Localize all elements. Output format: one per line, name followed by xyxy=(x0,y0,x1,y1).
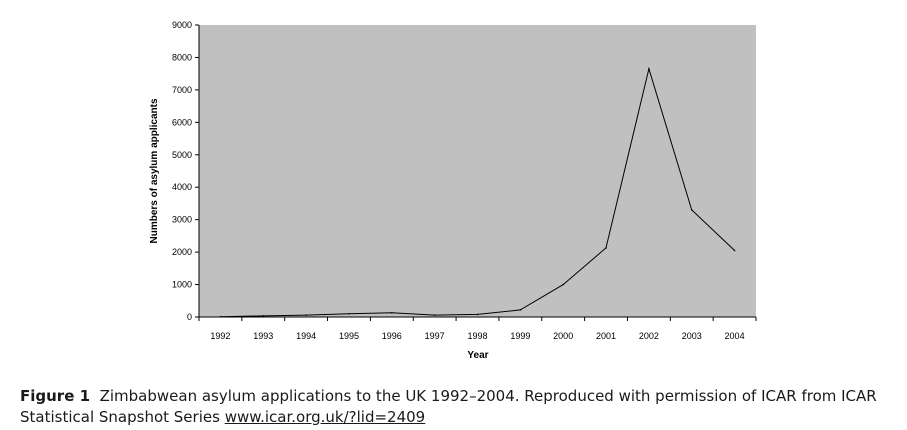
x-tick-label: 2004 xyxy=(725,331,745,341)
data-point xyxy=(733,249,736,252)
x-tick-label: 1997 xyxy=(425,331,445,341)
x-tick-label: 1999 xyxy=(510,331,530,341)
line-chart: 0 1000 2000 3000 4000 5000 6000 7000 8000 9000 19… xyxy=(149,20,757,361)
data-point xyxy=(605,247,607,249)
y-tick-label: 3000 xyxy=(172,215,192,225)
data-point xyxy=(262,315,265,317)
x-tick-label: 2003 xyxy=(682,331,702,341)
y-tick-label: 7000 xyxy=(172,85,192,95)
x-tick-label: 1998 xyxy=(467,331,487,341)
caption-label: Figure 1 xyxy=(20,387,91,405)
y-tick-label: 0 xyxy=(187,312,192,322)
x-tick-label: 2001 xyxy=(596,331,616,341)
y-axis-title: Numbers of asylum applicants xyxy=(149,98,160,243)
data-point xyxy=(219,315,222,318)
data-point xyxy=(391,311,393,314)
y-tick-label: 1000 xyxy=(172,280,192,290)
figure-caption: Figure 1 Zimbabwean asylum applications … xyxy=(20,386,900,428)
data-point xyxy=(519,309,522,311)
y-tick-label: 9000 xyxy=(172,20,192,30)
x-tick-label: 1996 xyxy=(382,331,402,341)
plot-area xyxy=(199,25,756,317)
data-point xyxy=(648,68,650,70)
x-tick-label: 2000 xyxy=(553,331,573,341)
x-tick-label: 1992 xyxy=(210,331,230,341)
x-tick-label: 1993 xyxy=(253,331,273,341)
caption-text: Zimbabwean asylum applications to the UK… xyxy=(20,387,877,426)
y-tick-label: 2000 xyxy=(172,247,192,257)
data-point xyxy=(433,314,436,316)
data-point xyxy=(348,312,350,315)
x-tick-label: 1995 xyxy=(339,331,359,341)
x-tick-label: 1994 xyxy=(296,331,316,341)
y-tick-label: 4000 xyxy=(172,182,192,192)
data-point xyxy=(562,283,564,286)
y-tick-label: 5000 xyxy=(172,150,192,160)
caption-link[interactable]: www.icar.org.uk/?lid=2409 xyxy=(224,408,426,426)
x-axis-title: Year xyxy=(467,350,488,361)
y-tick-label: 6000 xyxy=(172,117,192,127)
x-tick-label: 2002 xyxy=(639,331,659,341)
data-point xyxy=(305,314,307,316)
data-point xyxy=(476,313,479,316)
data-point xyxy=(690,209,693,211)
y-tick-label: 8000 xyxy=(172,52,192,62)
